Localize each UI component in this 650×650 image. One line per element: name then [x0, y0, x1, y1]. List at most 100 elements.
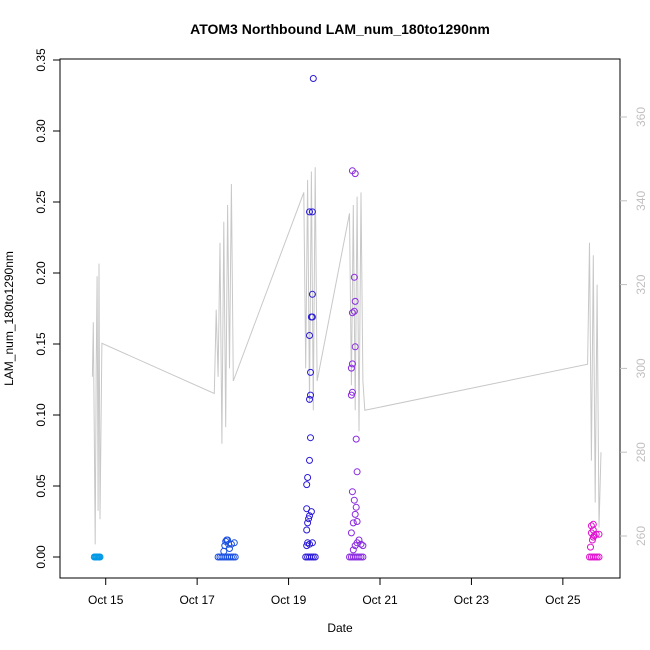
- data-point: [311, 553, 319, 561]
- x-axis: Oct 15 Oct 17 Oct 19 Oct 21 Oct 23 Oct 25: [88, 578, 581, 607]
- data-point: [359, 542, 367, 550]
- y-tick-label: 0.25: [34, 190, 48, 214]
- data-point: [350, 307, 358, 315]
- data-point: [229, 553, 237, 561]
- data-point: [230, 539, 238, 547]
- data-point: [351, 297, 359, 305]
- points-layer: [90, 75, 603, 561]
- data-point: [309, 553, 317, 561]
- x-tick-label: Oct 17: [179, 593, 215, 607]
- data-point: [307, 368, 314, 376]
- data-point: [349, 519, 357, 527]
- data-point: [231, 553, 239, 561]
- y-tick-label: 0.15: [34, 332, 48, 356]
- data-point: [587, 522, 595, 530]
- data-point: [306, 208, 313, 216]
- y2-tick-label: 260: [634, 526, 648, 546]
- data-point: [307, 313, 315, 321]
- data-point: [305, 515, 313, 523]
- data-point: [307, 553, 315, 561]
- y-tick-label: 0.20: [34, 261, 48, 285]
- y-tick-label: 0.05: [34, 474, 48, 498]
- data-point: [355, 553, 363, 561]
- data-point: [595, 553, 603, 561]
- x-tick-label: Oct 19: [271, 593, 307, 607]
- data-point: [303, 481, 311, 489]
- data-point: [349, 546, 357, 554]
- y-tick-label: 0.30: [34, 119, 48, 143]
- secondary-y-axis: 260 280 300 320 340 360: [620, 107, 648, 546]
- data-point: [304, 539, 312, 547]
- data-point: [306, 395, 313, 403]
- data-point: [357, 540, 365, 548]
- data-point: [304, 519, 312, 527]
- data-point: [308, 290, 316, 298]
- y2-tick-label: 360: [634, 107, 648, 127]
- data-point: [589, 520, 597, 528]
- y-axis-label: LAM_num_180to1290nm: [2, 251, 16, 386]
- data-point: [224, 536, 232, 544]
- x-tick-label: Oct 23: [454, 593, 490, 607]
- x-axis-label: Date: [327, 621, 353, 635]
- series-1: [90, 553, 104, 561]
- data-point: [306, 512, 313, 520]
- data-point: [226, 545, 233, 552]
- data-point: [350, 496, 358, 504]
- data-point: [220, 547, 228, 555]
- data-point: [308, 539, 316, 547]
- secondary-series-line: [91, 167, 602, 545]
- x-tick-label: Oct 21: [362, 593, 398, 607]
- chart-title: ATOM3 Northbound LAM_num_180to1290nm: [190, 21, 490, 37]
- data-point: [593, 553, 601, 561]
- data-point: [587, 543, 594, 551]
- data-point: [303, 526, 311, 534]
- data-point: [595, 530, 603, 538]
- data-point: [347, 529, 355, 537]
- y-tick-label: 0.35: [34, 48, 48, 72]
- data-point: [303, 505, 311, 513]
- data-point: [588, 536, 596, 544]
- data-point: [591, 553, 599, 561]
- plot-frame: [59, 58, 621, 579]
- y2-tick-label: 340: [634, 190, 648, 210]
- x-tick-label: Oct 25: [545, 593, 581, 607]
- data-point: [308, 208, 316, 216]
- x-tick-label: Oct 15: [88, 593, 124, 607]
- data-point: [306, 456, 313, 464]
- data-point: [350, 273, 358, 281]
- data-point: [352, 503, 360, 511]
- data-point: [348, 309, 356, 317]
- data-point: [227, 553, 235, 561]
- series-5: [586, 520, 603, 561]
- data-point: [348, 488, 356, 496]
- series-3: [302, 75, 319, 561]
- series-4: [346, 167, 367, 561]
- data-point: [352, 435, 360, 443]
- data-point: [347, 364, 355, 372]
- secondary-series-layer: [91, 167, 602, 545]
- y-tick-label: 0.00: [34, 545, 48, 569]
- data-point: [348, 388, 356, 396]
- data-point: [306, 332, 313, 339]
- y-tick-label: 0.10: [34, 403, 48, 427]
- data-point: [353, 518, 361, 525]
- data-point: [353, 468, 361, 476]
- data-point: [351, 170, 359, 178]
- y2-tick-label: 300: [634, 358, 648, 378]
- data-point: [355, 536, 363, 544]
- data-point: [307, 434, 314, 442]
- data-point: [348, 360, 356, 368]
- data-point: [351, 510, 359, 518]
- data-point: [359, 553, 367, 561]
- y2-tick-label: 280: [634, 442, 648, 462]
- series-2: [214, 536, 239, 561]
- data-point: [96, 553, 104, 561]
- y-axis: 0.00 0.05 0.10 0.15 0.20 0.25 0.30 0.35: [34, 48, 60, 569]
- y2-tick-label: 320: [634, 274, 648, 294]
- data-point: [309, 75, 317, 82]
- data-point: [351, 343, 359, 351]
- data-point: [304, 474, 312, 481]
- data-point: [357, 553, 365, 561]
- data-point: [307, 391, 314, 399]
